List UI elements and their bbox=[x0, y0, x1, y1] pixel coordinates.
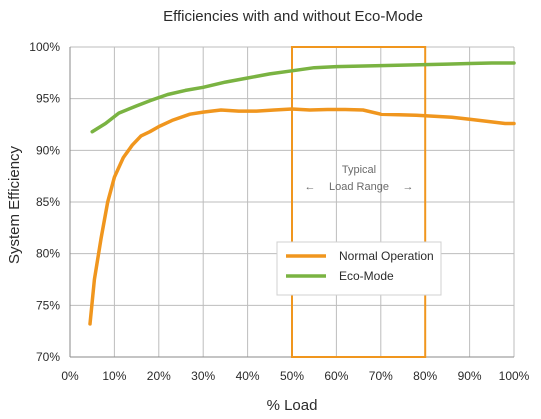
x-tick-label: 20% bbox=[147, 369, 171, 383]
legend-box bbox=[276, 241, 442, 296]
x-tick-label: 10% bbox=[102, 369, 126, 383]
chart-title: Efficiencies with and without Eco-Mode bbox=[163, 8, 423, 25]
x-tick-label: 30% bbox=[191, 369, 215, 383]
series-line-normal-operation bbox=[88, 107, 516, 326]
x-tick-label: 70% bbox=[369, 369, 393, 383]
y-tick-label: 85% bbox=[36, 195, 60, 209]
legend-label-eco-mode: Eco-Mode bbox=[339, 269, 394, 283]
region-arrow-left: ← bbox=[305, 181, 316, 193]
region-label-line1: Typical bbox=[342, 164, 376, 176]
x-tick-label: 60% bbox=[324, 369, 348, 383]
x-tick-labels: 0% 10% 20% 30% 40% 50% 60% 70% 80% 90% 100% bbox=[61, 369, 529, 383]
y-tick-label: 75% bbox=[36, 298, 60, 312]
y-tick-labels: 70% 75% 80% 85% 90% 95% 100% bbox=[29, 40, 60, 364]
legend: Normal Operation Eco-Mode bbox=[276, 241, 442, 296]
y-tick-label: 90% bbox=[36, 143, 60, 157]
y-tick-label: 100% bbox=[29, 40, 60, 54]
x-tick-label: 80% bbox=[413, 369, 437, 383]
x-axis-label: % Load bbox=[267, 397, 318, 414]
y-tick-label: 95% bbox=[36, 92, 60, 106]
series-line-eco-mode bbox=[90, 61, 516, 134]
y-tick-label: 70% bbox=[36, 350, 60, 364]
typical-load-region bbox=[291, 46, 427, 358]
legend-label-normal-operation: Normal Operation bbox=[339, 249, 434, 263]
region-annotation: Typical ← Load Range → bbox=[305, 164, 414, 193]
x-tick-label: 40% bbox=[236, 369, 260, 383]
typical-load-range-box bbox=[291, 46, 427, 358]
region-label-line2: Load Range bbox=[329, 181, 389, 193]
x-tick-label: 100% bbox=[499, 369, 530, 383]
data-series bbox=[88, 61, 516, 326]
y-tick-label: 80% bbox=[36, 247, 60, 261]
x-tick-label: 50% bbox=[280, 369, 304, 383]
x-tick-label: 90% bbox=[458, 369, 482, 383]
x-tick-label: 0% bbox=[61, 369, 79, 383]
y-axis-label: System Efficiency bbox=[6, 145, 23, 264]
region-arrow-right: → bbox=[403, 181, 414, 193]
